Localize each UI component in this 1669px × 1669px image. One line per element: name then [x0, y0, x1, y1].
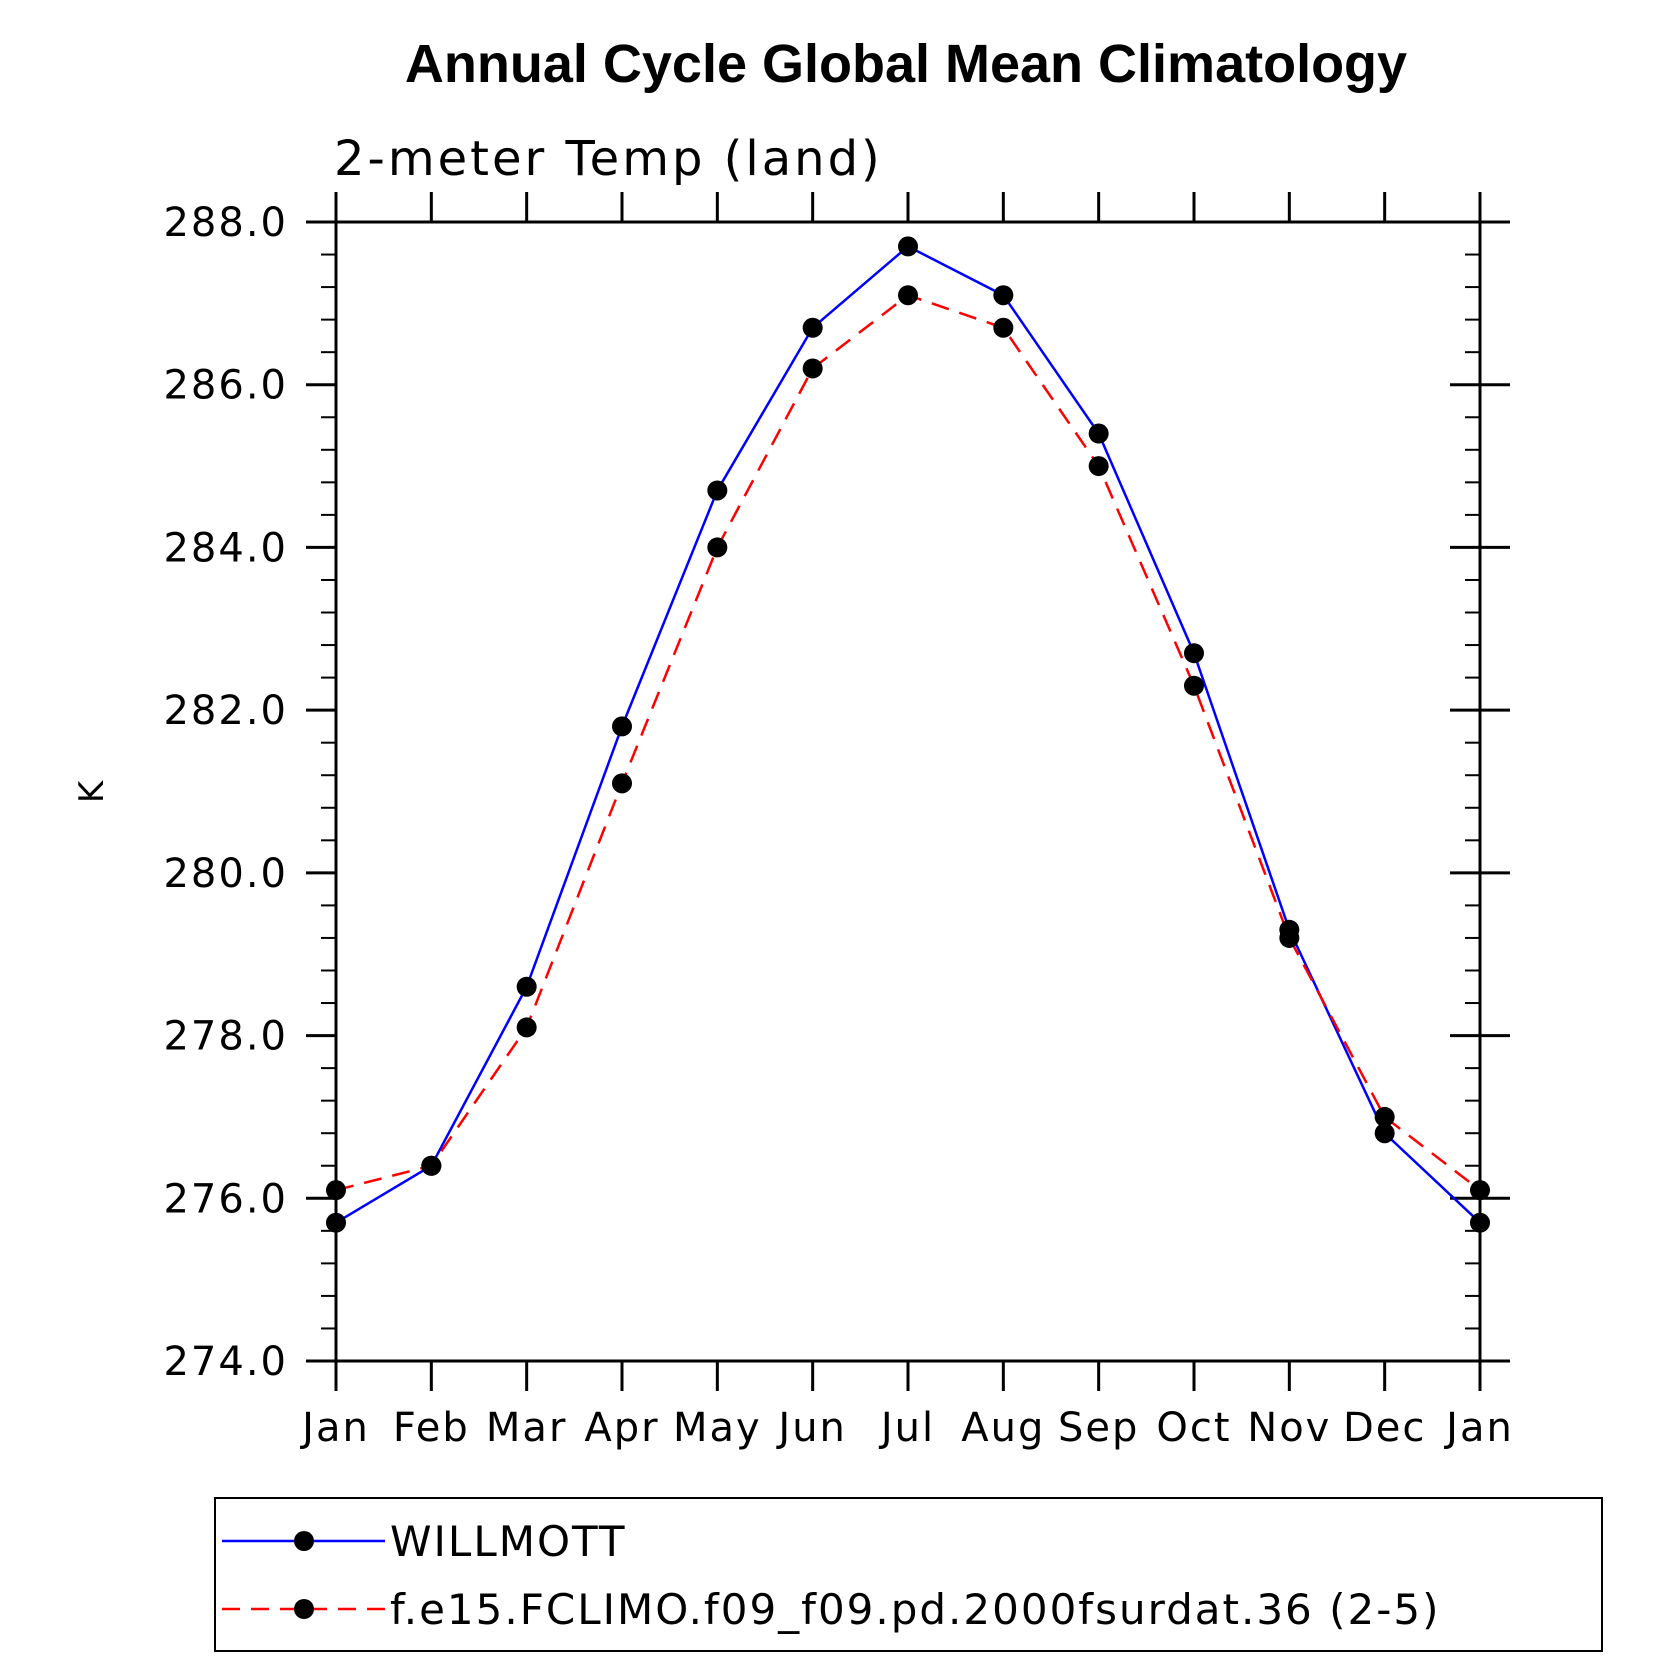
x-tick-label: Dec: [1343, 1405, 1426, 1451]
y-tick-label: 286.0: [163, 363, 288, 409]
legend-box: [214, 1497, 1603, 1652]
data-point-series-2: [421, 1155, 442, 1176]
data-point-series-1: [802, 317, 823, 338]
x-tick-label: Nov: [1247, 1405, 1331, 1451]
x-tick-label: Feb: [393, 1405, 470, 1451]
x-tick-label: Aug: [961, 1405, 1045, 1451]
plot-frame: [334, 220, 1482, 1363]
data-point-series-1: [1470, 1212, 1490, 1233]
data-point-series-2: [612, 773, 632, 794]
data-point-series-2: [1374, 1106, 1395, 1127]
x-tick-label: Oct: [1156, 1405, 1231, 1451]
chart-subtitle: 2-meter Temp (land): [334, 131, 883, 187]
y-axis-label: K: [72, 779, 112, 803]
data-point-series-2: [1088, 456, 1109, 477]
legend-label-1: WILLMOTT: [390, 1517, 627, 1566]
x-tick-label: Jan: [1443, 1405, 1514, 1451]
y-tick-label: 276.0: [163, 1176, 288, 1222]
data-point-series-2: [802, 358, 823, 379]
data-point-series-1: [326, 1212, 346, 1233]
x-tick-label: Sep: [1058, 1405, 1139, 1451]
data-point-series-1: [898, 236, 918, 257]
legend-marker-1: [294, 1531, 314, 1551]
axes: Jan Feb Mar Apr May Jun Jul Aug Sep Oct Nov Dec Jan2…: [163, 192, 1514, 1451]
data-point-series-2: [707, 537, 728, 558]
y-tick-label: 274.0: [163, 1339, 288, 1385]
y-tick-label: 282.0: [163, 688, 288, 734]
data-point-series-2: [516, 1017, 537, 1038]
data-point-series-2: [1279, 927, 1300, 948]
y-tick-label: 288.0: [163, 200, 288, 246]
x-tick-label: Apr: [584, 1405, 659, 1451]
data-point-series-2: [1470, 1180, 1490, 1201]
data-point-series-2: [326, 1180, 346, 1201]
x-tick-label: Jul: [878, 1405, 935, 1451]
chart-title: Annual Cycle Global Mean Climatology: [405, 34, 1407, 94]
data-point-series-1: [516, 976, 537, 997]
series-line-2: [335, 293, 1481, 1192]
data-point-series-1: [612, 716, 632, 737]
y-tick-label: 278.0: [163, 1014, 288, 1060]
legend: WILLMOTT f.e15.FCLIMO.f09_f09.pd.2000fsur…: [214, 1497, 1603, 1652]
legend-marker-2: [294, 1599, 314, 1619]
x-tick-label: Jun: [775, 1405, 847, 1451]
x-tick-label: Mar: [486, 1405, 567, 1451]
data-point-series-2: [1184, 675, 1204, 696]
legend-label-2: f.e15.FCLIMO.f09_f09.pd.2000fsurdat.36 (…: [390, 1585, 1441, 1634]
data-point-series-2: [898, 285, 918, 306]
data-point-series-2: [993, 317, 1014, 338]
data-point-series-1: [1184, 643, 1204, 664]
x-tick-label: Jan: [299, 1405, 370, 1451]
series-line-1: [335, 244, 1481, 1224]
y-tick-label: 284.0: [163, 525, 288, 571]
x-tick-label: May: [673, 1405, 762, 1451]
data-point-series-1: [707, 480, 728, 501]
series-layer: [326, 236, 1490, 1233]
data-point-series-1: [993, 285, 1014, 306]
data-point-series-1: [1374, 1123, 1395, 1144]
y-tick-label: 280.0: [163, 851, 288, 897]
data-point-series-1: [1088, 423, 1109, 444]
